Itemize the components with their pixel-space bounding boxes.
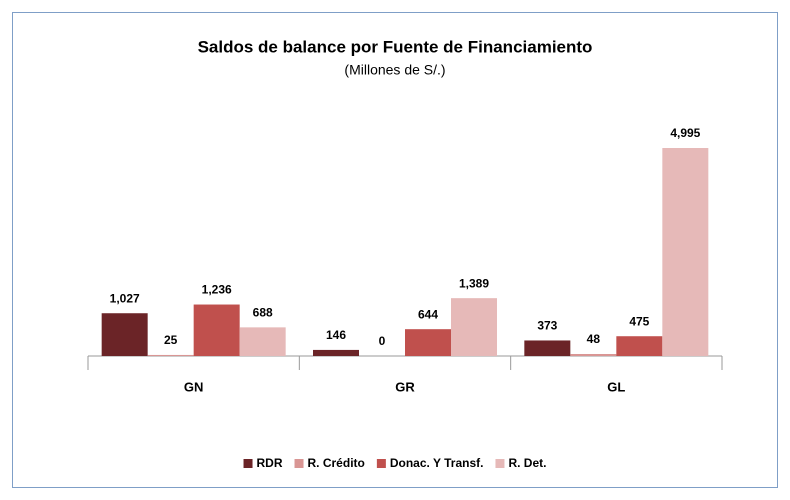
data-label: 475 [629,314,649,328]
legend-label: RDR [257,456,283,470]
bar [524,340,571,356]
bar [616,336,663,356]
legend-label: R. Det. [508,456,546,470]
data-label: 146 [326,328,346,342]
chart-subtitle: (Millones de S/.) [344,62,445,78]
x-tick-label: GN [184,379,204,394]
legend-swatch [495,459,505,468]
data-label: 1,027 [110,291,140,305]
data-label: 688 [253,306,273,320]
bar [570,354,617,356]
chart-frame [12,12,778,488]
legend-swatch [376,459,386,468]
legend-label: R. Crédito [308,456,365,470]
bar [239,327,286,356]
bar [662,148,709,356]
bar [313,349,359,356]
x-tick-label: GL [607,379,625,394]
bar [147,354,194,356]
bar [451,298,497,356]
data-label: 4,995 [670,126,700,140]
legend-swatch [294,459,304,468]
data-label: 373 [537,319,557,333]
bar [193,304,240,356]
legend-swatch [243,459,253,468]
data-label: 0 [379,334,386,348]
data-label: 1,236 [202,283,232,297]
bar [101,313,148,356]
data-label: 644 [418,307,438,321]
x-tick-label: GR [395,379,415,394]
data-label: 48 [587,332,601,346]
bar [405,329,451,356]
chart-title: Saldos de balance por Fuente de Financia… [198,37,593,56]
data-label: 1,389 [459,276,489,290]
legend-label: Donac. Y Transf. [390,456,484,470]
data-label: 25 [164,333,178,347]
